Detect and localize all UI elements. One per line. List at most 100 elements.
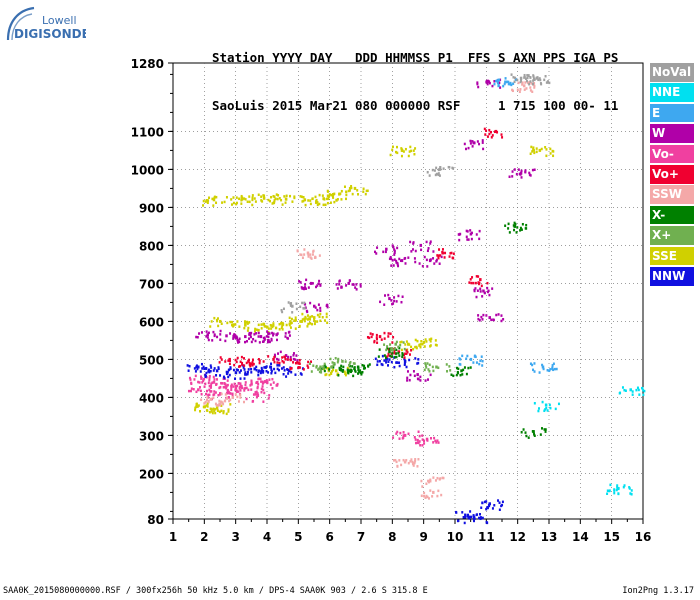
data-point (226, 397, 229, 400)
x-tick-label: 13 (541, 530, 558, 544)
data-point (504, 224, 507, 227)
data-point (425, 482, 428, 486)
data-point (497, 313, 500, 316)
data-point (226, 379, 229, 382)
data-point (250, 380, 253, 383)
data-point (202, 379, 205, 383)
data-point (290, 302, 293, 305)
data-point (288, 330, 291, 334)
data-point (631, 390, 634, 393)
data-point (401, 295, 404, 298)
data-point (422, 340, 426, 344)
data-point (301, 301, 304, 305)
data-point (543, 409, 546, 413)
data-point (220, 322, 223, 326)
data-point (546, 369, 549, 372)
data-point (504, 77, 507, 80)
data-point (397, 351, 400, 355)
data-point (263, 366, 266, 369)
data-point (207, 400, 210, 404)
data-point (271, 331, 274, 335)
data-point (400, 340, 403, 344)
data-point (259, 377, 262, 381)
data-point (435, 259, 438, 263)
data-point (507, 82, 510, 86)
data-point (319, 284, 322, 287)
data-point (412, 149, 415, 152)
data-point (316, 201, 319, 204)
data-point (545, 81, 548, 84)
data-point (454, 510, 457, 514)
data-point (514, 77, 517, 81)
data-point (216, 409, 219, 413)
data-point (643, 389, 646, 393)
data-point (521, 222, 524, 226)
data-point (502, 84, 505, 88)
data-point (205, 335, 208, 338)
data-point (281, 328, 284, 331)
data-point (322, 367, 325, 370)
x-tick-label: 6 (325, 530, 333, 544)
data-point (289, 320, 292, 323)
data-point (214, 408, 217, 411)
data-point (484, 133, 487, 136)
data-point (250, 371, 253, 374)
data-point (268, 340, 271, 344)
data-point (529, 86, 532, 89)
data-point (386, 347, 389, 350)
data-point (255, 328, 258, 331)
data-point (219, 403, 222, 407)
data-point (252, 337, 255, 341)
data-point (257, 358, 260, 361)
data-point (234, 384, 237, 388)
data-point (215, 406, 219, 410)
data-point (400, 148, 403, 151)
data-point (274, 197, 277, 201)
data-point (533, 402, 536, 405)
data-point (519, 173, 522, 176)
data-point (491, 507, 494, 510)
data-point (210, 384, 213, 388)
data-point (206, 409, 209, 412)
y-tick-label: 400 (139, 391, 164, 405)
data-point (538, 148, 542, 152)
data-point (224, 360, 227, 363)
data-point (208, 384, 211, 388)
data-point (446, 370, 449, 373)
data-point (434, 479, 437, 482)
data-point (205, 371, 208, 375)
data-point (232, 325, 235, 328)
data-point (524, 77, 527, 80)
data-point (343, 185, 346, 189)
data-point (392, 302, 395, 305)
data-point (219, 329, 222, 333)
data-point (319, 369, 322, 372)
data-point (318, 193, 321, 197)
data-point (529, 152, 532, 156)
data-point (520, 169, 523, 173)
data-point (437, 255, 440, 258)
data-point (479, 359, 482, 362)
data-point (515, 231, 518, 234)
data-point (270, 339, 273, 342)
data-point (329, 371, 332, 375)
data-point (257, 369, 260, 372)
data-point (246, 372, 249, 376)
data-point (394, 355, 397, 359)
x-tick-label: 4 (263, 530, 271, 544)
data-point (442, 167, 445, 170)
data-point (207, 331, 210, 335)
data-point (541, 363, 544, 367)
data-point (379, 300, 382, 304)
data-point (215, 369, 219, 373)
data-point (220, 409, 223, 413)
data-point (539, 433, 542, 436)
data-point (376, 363, 379, 367)
data-point (500, 319, 503, 323)
data-point (263, 194, 266, 198)
x-tick-label: 11 (478, 530, 495, 544)
data-point (519, 76, 523, 80)
data-point (293, 196, 296, 200)
data-point (231, 320, 234, 324)
data-point (394, 342, 397, 346)
